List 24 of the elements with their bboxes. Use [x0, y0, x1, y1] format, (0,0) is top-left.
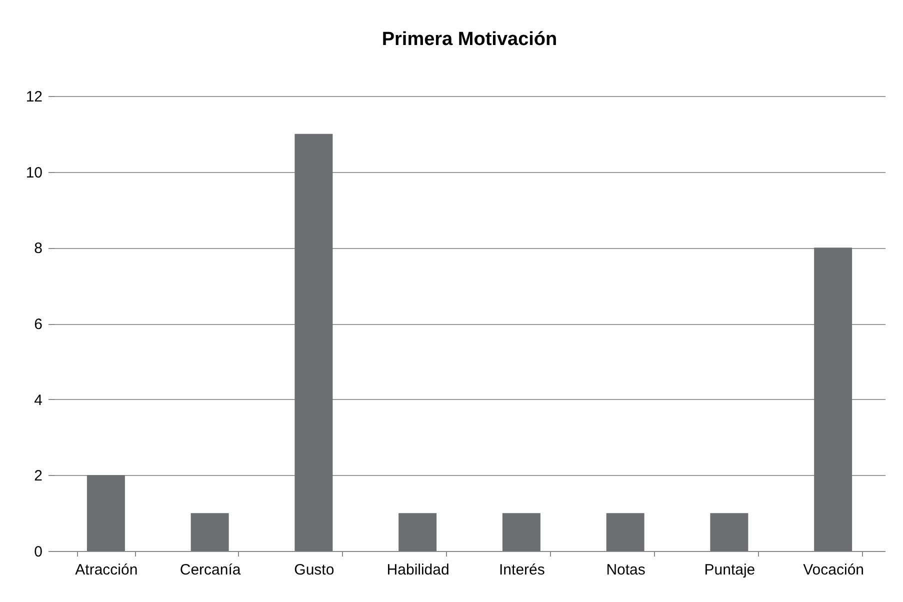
x-tick-label: Atracción [75, 562, 138, 578]
x-tick-label: Notas [606, 562, 646, 578]
x-tick-label: Vocación [803, 562, 864, 578]
bar [86, 475, 125, 551]
bar [294, 134, 333, 551]
chart-title: Primera Motivación [382, 29, 558, 50]
y-tick-label: 10 [26, 164, 42, 182]
bar [398, 513, 437, 551]
bar [606, 513, 644, 551]
bar [814, 248, 852, 551]
x-tick-label: Puntaje [704, 562, 756, 578]
x-tick-label: Habilidad [386, 562, 450, 578]
y-tick-label: 8 [34, 240, 42, 258]
bar [710, 513, 748, 551]
bar [190, 513, 229, 551]
y-tick-label: 4 [34, 392, 42, 409]
x-tick-label: Interés [499, 562, 545, 578]
y-tick-label: 0 [34, 544, 42, 560]
y-tick-label: 2 [34, 468, 42, 485]
x-tick-label: Gusto [294, 562, 334, 578]
y-tick-label: 6 [34, 316, 42, 333]
x-tick-label: Cercanía [180, 562, 242, 578]
bar [502, 513, 540, 551]
y-tick-label: 12 [26, 88, 42, 106]
